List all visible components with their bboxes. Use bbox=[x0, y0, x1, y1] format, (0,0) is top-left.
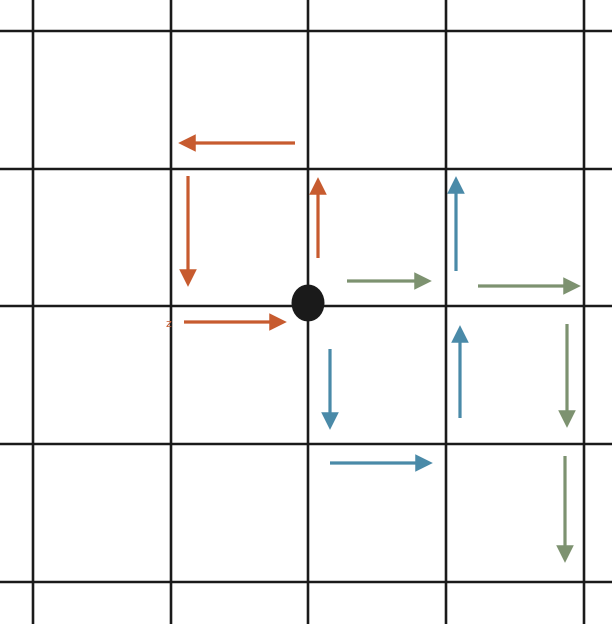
start-marker-label: z bbox=[166, 317, 172, 330]
origin-dot bbox=[291, 284, 325, 322]
arrows bbox=[178, 134, 581, 563]
